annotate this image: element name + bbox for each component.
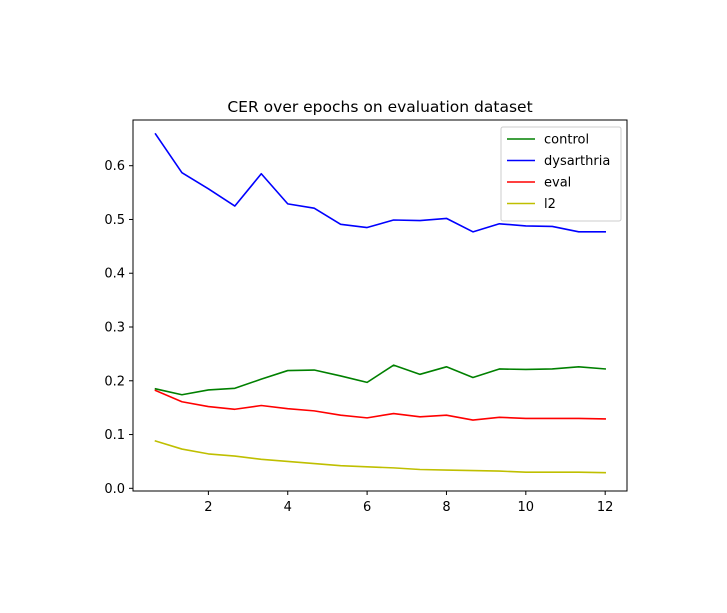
legend-label-l2: l2	[544, 197, 556, 212]
series-line-control	[154, 364, 607, 396]
series-line-eval	[154, 389, 606, 421]
plot-area: 2 4 6 8 10 12 0.0 0.1 0.2 0.3 0.4 0.5 0.6	[104, 119, 628, 515]
y-tick-label: 0.4	[104, 267, 125, 282]
y-tick-label: 0.6	[104, 159, 125, 174]
legend: control dysarthria eval l2	[500, 126, 622, 222]
axes-frame	[132, 119, 628, 492]
series-line-l2	[154, 440, 606, 474]
x-tick-label: 8	[442, 500, 450, 515]
legend-label-dysarthria: dysarthria	[544, 154, 610, 169]
y-tick-label: 0.5	[104, 213, 125, 228]
x-tick-label: 6	[363, 500, 371, 515]
x-tick-label: 4	[284, 500, 292, 515]
y-tick-label: 0.2	[104, 374, 125, 389]
x-tick-label: 12	[597, 500, 614, 515]
x-tick-label: 10	[518, 500, 535, 515]
y-tick-label: 0.0	[104, 482, 125, 497]
y-tick-label: 0.3	[104, 321, 125, 336]
series-line-dysarthria	[154, 132, 606, 233]
y-tick-label: 0.1	[104, 428, 125, 443]
x-tick-label: 2	[204, 500, 212, 515]
legend-label-control: control	[544, 133, 589, 148]
legend-label-eval: eval	[544, 176, 571, 191]
chart-title: CER over epochs on evaluation dataset	[227, 98, 532, 116]
legend-frame	[500, 126, 622, 222]
